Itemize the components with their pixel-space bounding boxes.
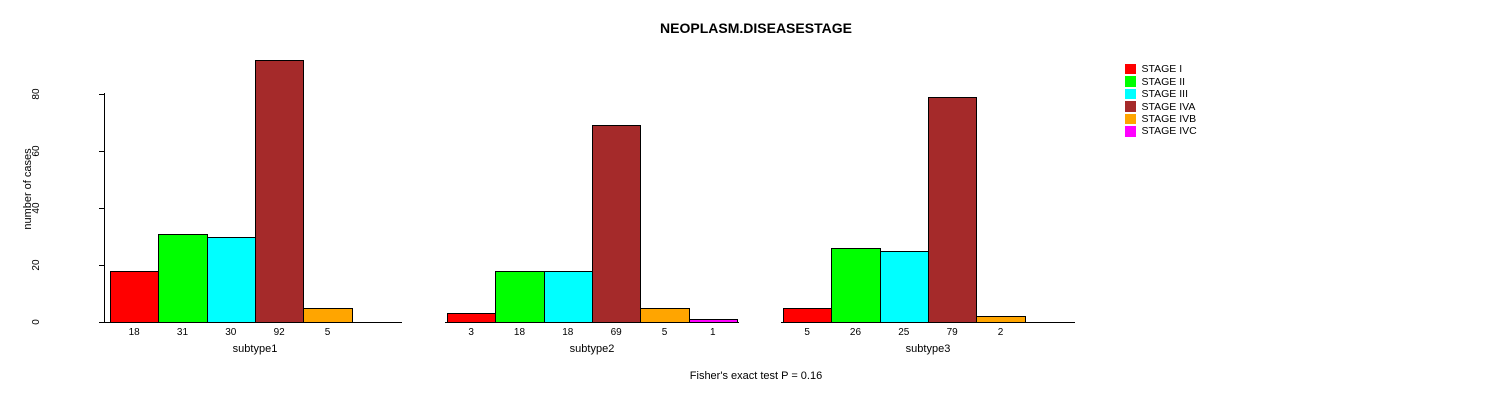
group-label: subtype3 xyxy=(905,343,951,355)
legend-item: STAGE I xyxy=(1125,63,1197,75)
bar-value-label: 3 xyxy=(468,327,474,338)
bar-value-label: 18 xyxy=(128,327,140,338)
legend-label: STAGE II xyxy=(1141,75,1186,88)
group-label: subtype1 xyxy=(232,343,278,355)
bar xyxy=(976,316,1026,323)
bar xyxy=(158,234,208,323)
bar xyxy=(831,248,881,323)
legend-item: STAGE IVB xyxy=(1125,113,1197,125)
y-tick xyxy=(99,94,104,95)
bar xyxy=(640,308,690,323)
fisher-test-annotation: Fisher's exact test P = 0.16 xyxy=(689,370,823,382)
bar-value-label: 26 xyxy=(849,327,862,338)
bar xyxy=(255,60,305,323)
bar xyxy=(495,271,545,323)
legend-swatch xyxy=(1125,126,1136,137)
legend-label: STAGE III xyxy=(1141,88,1188,101)
group-label: subtype2 xyxy=(569,343,615,355)
y-tick xyxy=(99,208,104,209)
bar-value-label: 2 xyxy=(997,327,1004,338)
bar-value-label: 1 xyxy=(710,327,716,338)
y-tick-label: 80 xyxy=(31,88,42,100)
bar-value-label: 5 xyxy=(324,327,331,338)
bar-value-label: 30 xyxy=(225,327,237,338)
y-tick xyxy=(99,322,104,323)
bar-value-label: 31 xyxy=(176,327,189,338)
bar-value-label: 18 xyxy=(513,327,526,338)
bar xyxy=(206,237,256,323)
legend-swatch xyxy=(1125,101,1136,112)
legend-swatch xyxy=(1125,88,1136,100)
bar xyxy=(928,97,978,323)
bar xyxy=(592,125,642,323)
legend-item: STAGE II xyxy=(1125,75,1197,88)
y-tick-label: 0 xyxy=(31,319,42,325)
legend-swatch xyxy=(1125,63,1136,75)
y-tick xyxy=(99,265,104,266)
legend-item: STAGE IVA xyxy=(1125,100,1197,113)
legend-label: STAGE IVA xyxy=(1141,100,1196,113)
bar xyxy=(110,271,160,323)
bar-value-label: 5 xyxy=(661,327,668,338)
bar xyxy=(303,308,353,323)
bar-value-label: 79 xyxy=(946,327,958,338)
legend-swatch xyxy=(1125,76,1136,87)
y-tick-label: 20 xyxy=(31,259,42,271)
legend-label: STAGE I xyxy=(1141,63,1183,76)
legend: STAGE I STAGE II STAGE III STAGE IVA STAGE I… xyxy=(1125,63,1197,138)
legend-item: STAGE IVC xyxy=(1125,125,1197,137)
bar xyxy=(447,313,497,323)
y-tick-label: 60 xyxy=(31,145,42,157)
legend-label: STAGE IVB xyxy=(1141,112,1197,125)
legend-item: STAGE III xyxy=(1125,88,1197,100)
bar-value-label: 25 xyxy=(898,327,910,338)
bar xyxy=(879,251,929,323)
bar-value-label: 5 xyxy=(804,327,810,338)
bar-value-label: 92 xyxy=(273,327,285,338)
bar-value-label: 69 xyxy=(610,327,622,338)
y-tick-label: 40 xyxy=(31,202,42,214)
bar-value-label: 18 xyxy=(562,327,574,338)
y-axis-line xyxy=(104,93,105,323)
chart-title: NEOPLASM.DISEASESTAGE xyxy=(660,20,852,36)
bar xyxy=(543,271,593,323)
bar xyxy=(783,308,833,323)
legend-label: STAGE IVC xyxy=(1141,125,1197,138)
y-tick xyxy=(99,151,104,152)
bar xyxy=(688,319,738,323)
legend-swatch xyxy=(1125,113,1136,125)
